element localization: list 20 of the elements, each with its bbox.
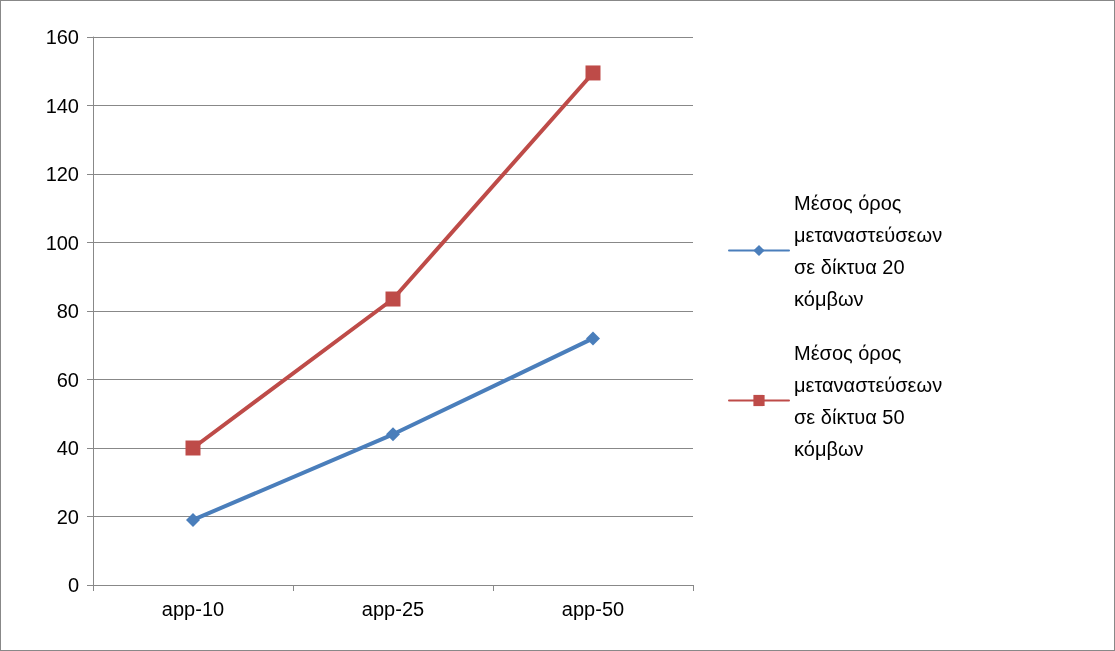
y-tick-label: 20	[56, 505, 79, 528]
point	[385, 291, 401, 307]
y-tick-label: 120	[45, 163, 79, 185]
x-tick-label: app-50	[561, 598, 625, 620]
y-tick-label: 60	[56, 368, 79, 391]
y-tick-label: 40	[56, 437, 79, 459]
legend-label: Μέσος όρος μεταναστεύσεων σε δίκτυα 50 κόμβων	[794, 341, 948, 460]
x-tick-label: app-25	[361, 598, 425, 620]
point	[386, 427, 400, 442]
point	[186, 512, 200, 527]
y-tick-label: 100	[45, 231, 79, 254]
legend-label: Μέσος όρος μεταναστεύσεων σε δίκτυα 20 κόμβων	[794, 191, 948, 310]
point	[585, 65, 601, 81]
y-tick-label: 80	[56, 300, 79, 322]
y-tick-label: 140	[45, 94, 79, 117]
x-tick-label: app-10	[161, 598, 225, 620]
point	[185, 440, 201, 456]
y-tick-label: 160	[45, 26, 79, 48]
point	[586, 331, 600, 346]
y-tick-label: 0	[67, 574, 79, 596]
